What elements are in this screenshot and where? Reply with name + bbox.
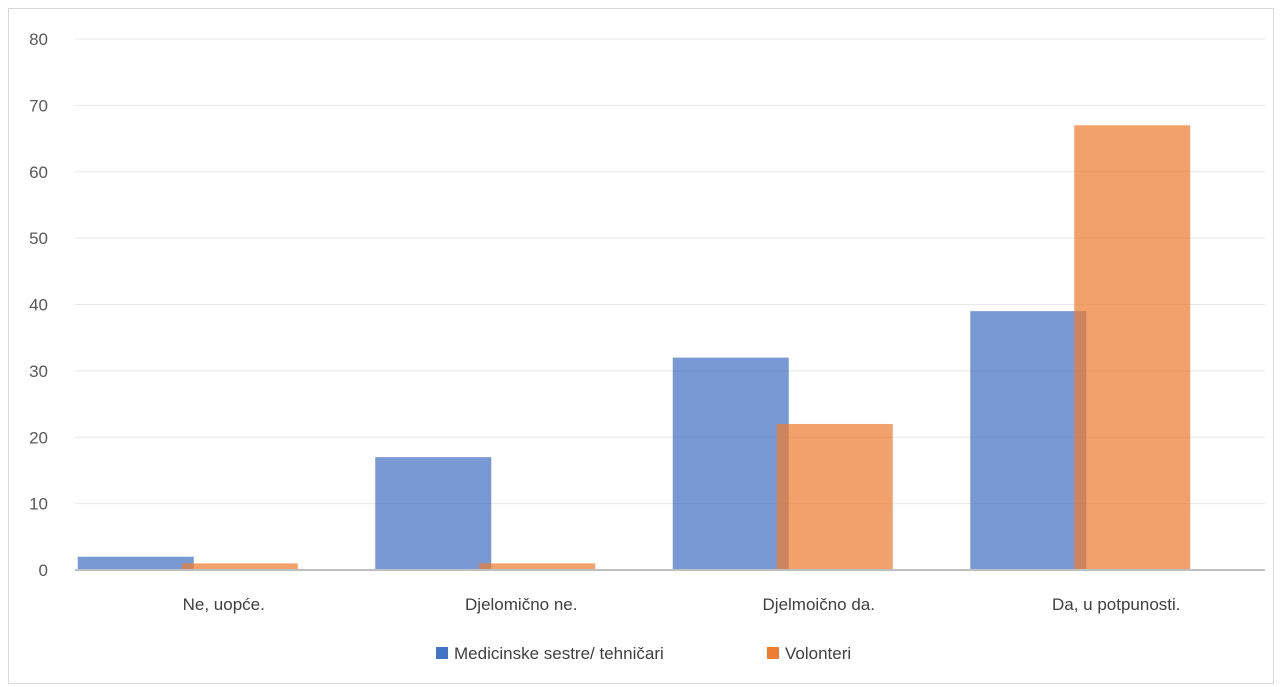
bar-series-1-2	[375, 457, 492, 570]
bar-series-1-3	[672, 357, 789, 570]
legend-swatch-series-1	[436, 647, 448, 659]
x-category-label: Djelomično ne.	[465, 595, 577, 614]
bar-series-2-2	[479, 563, 596, 570]
y-tick-label: 30	[29, 362, 48, 381]
bar-series-1-4	[970, 311, 1087, 570]
x-axis-category-labels: Ne, uopće. Djelomično ne. Djelmoično da. Da…	[183, 595, 1181, 614]
y-tick-label: 60	[29, 163, 48, 182]
bar-series-2-4	[1074, 125, 1191, 570]
y-tick-label: 70	[29, 96, 48, 115]
legend-label-series-1: Medicinske sestre/ tehničari	[454, 644, 664, 663]
legend-swatch-series-2	[767, 647, 779, 659]
x-category-label: Djelmoično da.	[763, 595, 875, 614]
x-category-label: Ne, uopće.	[183, 595, 265, 614]
y-axis-ticks: 0 10 20 30 40 50 60 70 80	[29, 30, 48, 580]
y-tick-label: 20	[29, 428, 48, 447]
bar-series-1-1	[77, 556, 194, 570]
bar-series-2-3	[776, 423, 893, 570]
y-tick-label: 40	[29, 296, 48, 315]
bar-series-2-1	[181, 563, 298, 570]
y-tick-label: 0	[39, 561, 48, 580]
legend: Medicinske sestre/ tehničari Volonteri	[436, 644, 851, 663]
y-tick-label: 50	[29, 229, 48, 248]
legend-label-series-2: Volonteri	[785, 644, 851, 663]
y-tick-label: 80	[29, 30, 48, 49]
x-category-label: Da, u potpunosti.	[1052, 595, 1181, 614]
y-tick-label: 10	[29, 495, 48, 514]
bars	[77, 125, 1191, 570]
